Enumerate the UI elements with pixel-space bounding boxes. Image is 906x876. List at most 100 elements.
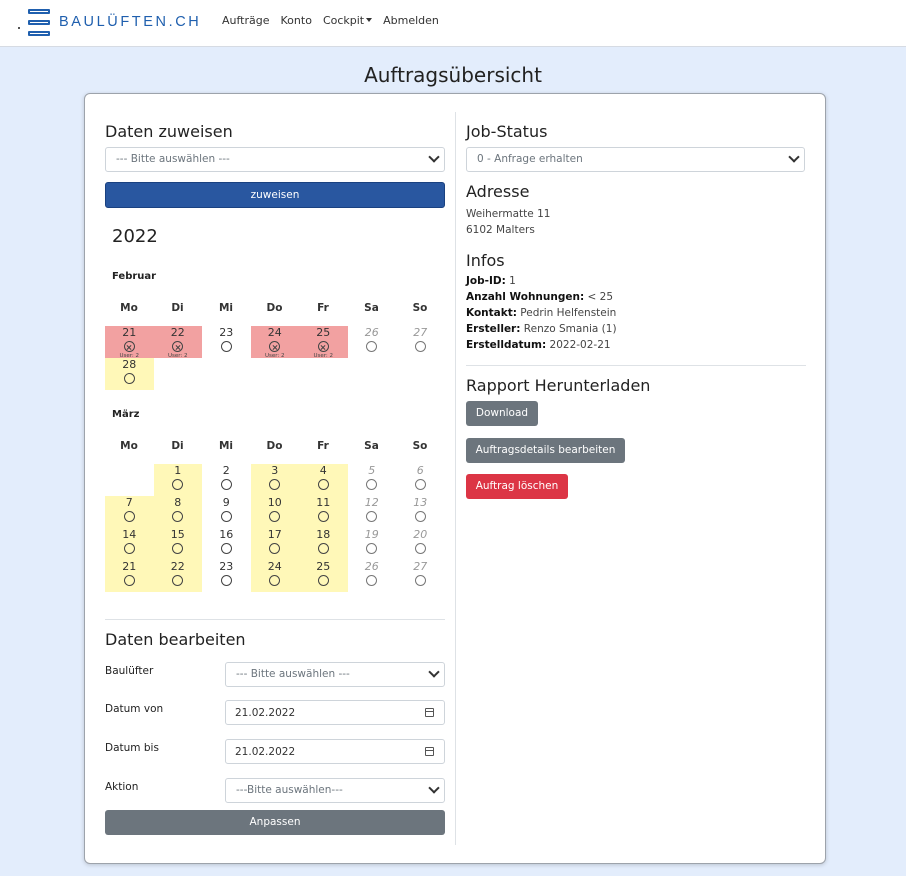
nav-item-auftraege[interactable]: Aufträge	[222, 14, 270, 27]
brand-name: BAULÜFTEN.CH	[59, 14, 202, 30]
circle-icon[interactable]	[269, 575, 281, 586]
caret-down-icon	[366, 18, 373, 22]
circle-icon[interactable]	[317, 479, 329, 490]
address-line1: Weihermatte 11	[466, 208, 551, 220]
nav-item-konto[interactable]: Konto	[280, 14, 312, 27]
delete-order-button[interactable]: Auftrag löschen	[466, 474, 568, 499]
calendar-day[interactable]: 7	[105, 496, 154, 528]
calendar-day[interactable]: 2	[202, 464, 251, 496]
circle-icon[interactable]	[366, 341, 378, 352]
circle-icon[interactable]	[269, 479, 281, 490]
circle-icon[interactable]	[123, 511, 135, 522]
calendar-day[interactable]: 12	[348, 496, 397, 528]
calendar-day[interactable]: 8	[153, 496, 202, 528]
assign-heading: Daten zuweisen	[105, 122, 233, 141]
calendar-day[interactable]: 26	[348, 326, 397, 358]
circle-icon[interactable]	[172, 543, 184, 554]
circle-icon[interactable]	[220, 511, 232, 522]
circle-icon[interactable]	[269, 543, 281, 554]
calendar-day[interactable]: 19	[348, 528, 397, 560]
calendar-day[interactable]: 9	[202, 496, 251, 528]
adjust-button[interactable]: Anpassen	[105, 810, 445, 835]
x-circle-icon[interactable]	[172, 341, 184, 352]
calendar-day[interactable]: 27	[396, 326, 445, 358]
circle-icon[interactable]	[366, 479, 378, 490]
status-select[interactable]: 0 - Anfrage erhalten	[466, 147, 805, 172]
circle-icon[interactable]	[220, 575, 232, 586]
nav-item-abmelden[interactable]: Abmelden	[383, 14, 439, 27]
circle-icon[interactable]	[414, 511, 426, 522]
day-number: 11	[316, 496, 331, 509]
calendar-day[interactable]: 14	[105, 528, 154, 560]
circle-icon[interactable]	[414, 341, 426, 352]
calendar-day[interactable]: 5	[348, 464, 397, 496]
baulufter-label: Baulüfter	[105, 665, 154, 677]
assign-select[interactable]: --- Bitte auswählen ---	[105, 147, 445, 172]
calendar-icon[interactable]	[425, 708, 434, 717]
circle-icon[interactable]	[220, 543, 232, 554]
circle-icon[interactable]	[414, 543, 426, 554]
circle-icon[interactable]	[366, 575, 378, 586]
x-circle-icon[interactable]	[269, 341, 281, 352]
x-circle-icon[interactable]	[123, 341, 135, 352]
day-number: 23	[219, 560, 234, 573]
calendar-day[interactable]: 20	[396, 528, 445, 560]
calendar-day[interactable]: 22	[153, 560, 202, 592]
calendar-day[interactable]: 24 User: 2	[250, 326, 299, 359]
circle-icon[interactable]	[220, 479, 232, 490]
circle-icon[interactable]	[172, 479, 184, 490]
circle-icon[interactable]	[414, 479, 426, 490]
info-label: Erstelldatum:	[466, 339, 547, 351]
date-from-input[interactable]: 21.02.2022	[225, 700, 445, 725]
month-name: März	[112, 409, 140, 420]
nav-item-cockpit[interactable]: Cockpit	[323, 14, 373, 27]
circle-icon[interactable]	[414, 575, 426, 586]
info-value: Renzo Smania (1)	[523, 323, 617, 335]
calendar-day[interactable]: 11	[299, 496, 348, 528]
circle-icon[interactable]	[366, 543, 378, 554]
calendar-day[interactable]: 21	[105, 560, 154, 592]
calendar-day[interactable]: 10	[250, 496, 299, 528]
calendar-day[interactable]: 18	[299, 528, 348, 560]
circle-icon[interactable]	[317, 511, 329, 522]
calendar-day[interactable]: 3	[250, 464, 299, 496]
calendar-day[interactable]: 27	[396, 560, 445, 592]
calendar-day[interactable]: 16	[202, 528, 251, 560]
calendar-day[interactable]: 6	[396, 464, 445, 496]
edit-details-button[interactable]: Auftragsdetails bearbeiten	[466, 438, 625, 463]
calendar-day[interactable]: 25	[299, 560, 348, 592]
calendar-icon[interactable]	[425, 747, 434, 756]
calendar-day[interactable]: 22 User: 2	[153, 326, 202, 359]
calendar-day[interactable]: 24	[250, 560, 299, 592]
calendar-day[interactable]: 13	[396, 496, 445, 528]
circle-icon[interactable]	[123, 373, 135, 384]
circle-icon[interactable]	[123, 543, 135, 554]
day-number: 25	[316, 326, 331, 339]
weekday-header: Di	[171, 440, 184, 452]
calendar-day[interactable]: 4	[299, 464, 348, 496]
circle-icon[interactable]	[317, 575, 329, 586]
circle-icon[interactable]	[317, 543, 329, 554]
calendar-day[interactable]: 23	[202, 326, 251, 358]
circle-icon[interactable]	[172, 511, 184, 522]
circle-icon[interactable]	[172, 575, 184, 586]
download-button[interactable]: Download	[466, 401, 538, 426]
calendar-day[interactable]: 1	[153, 464, 202, 496]
baulufter-select[interactable]: --- Bitte auswählen ---	[225, 662, 445, 687]
date-to-input[interactable]: 21.02.2022	[225, 739, 445, 764]
x-circle-icon[interactable]	[317, 341, 329, 352]
calendar-day[interactable]: 25 User: 2	[299, 326, 348, 359]
calendar-day[interactable]: 17	[250, 528, 299, 560]
calendar-day[interactable]: 23	[202, 560, 251, 592]
circle-icon[interactable]	[366, 511, 378, 522]
calendar-day[interactable]: 28	[105, 358, 154, 390]
circle-icon[interactable]	[123, 575, 135, 586]
assign-button[interactable]: zuweisen	[105, 182, 445, 208]
circle-icon[interactable]	[220, 341, 232, 352]
day-number: 22	[170, 560, 185, 573]
circle-icon[interactable]	[269, 511, 281, 522]
calendar-day[interactable]: 21 User: 2	[105, 326, 154, 359]
calendar-day[interactable]: 26	[348, 560, 397, 592]
calendar-day[interactable]: 15	[153, 528, 202, 560]
action-select[interactable]: ---Bitte auswählen---	[225, 778, 445, 803]
